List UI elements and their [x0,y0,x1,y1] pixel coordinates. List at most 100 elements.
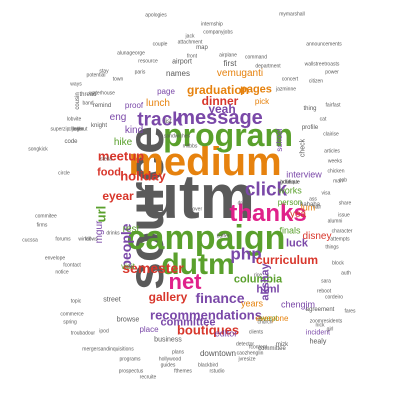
word-topic: topic [70,298,82,305]
word-net: net [168,269,202,294]
word-paris: paris [134,69,146,76]
word-interview: interview [286,169,322,180]
word-first: first [223,59,237,68]
word-alumni: alumni [327,218,343,225]
word-sara: sara [321,278,331,285]
word-alunageorge: alunageorge [117,50,145,57]
word-pages: pages [240,83,272,96]
word-articles: articles [324,148,340,155]
word-airport: airport [172,58,192,66]
word-fcontent: fcontent [249,344,267,351]
word-circle: circle [58,170,70,177]
word-wallstreetroasts: wallstreetroasts [304,61,340,68]
word-message: message [177,107,263,129]
word-semester: semester [122,260,184,276]
word-finance: finance [195,290,245,306]
word-detector: detector [235,341,255,348]
word-attempts: attempts [330,236,350,243]
word-fliers: fliers [284,179,296,186]
word-pick: pick [254,97,270,106]
word-school: school [275,128,284,152]
word-companyjobs: companyjobs [203,29,233,36]
word-code: code [64,139,78,145]
word-commitee: commitee [35,213,57,220]
word-character: character [331,228,353,235]
word-weeks: weeks [327,158,343,165]
word-ass: ass [309,196,317,203]
word-attachment: attachment [177,39,203,46]
word-spring: spring [63,319,77,326]
word-sandwiches: sandwiches [163,133,191,140]
word-mymarshall: mymarshall [279,11,305,18]
word-jack: jack [185,33,195,40]
word-mah: mah [333,178,343,185]
word-business: business [154,336,182,344]
word-windows: windows [78,236,98,243]
word-share: share [338,200,352,207]
word-jvresize: jvresize [238,356,256,363]
word-eng: eng [109,112,127,123]
word-track: track [137,109,183,131]
word-place: place [139,325,159,334]
word-eyear: eyear [102,189,134,203]
word-jazminne: jazminne [275,86,297,93]
word-check: check [299,138,307,158]
word-hollywood: hollywood [158,356,182,363]
word-things: things [325,244,339,251]
word-chengjm: chengjm [280,299,316,310]
word-citizen: citizen [308,78,324,85]
word-person: person [277,198,303,207]
word-auth: auth [341,270,351,277]
word-hahaha: hahaha [299,202,321,208]
word-names: names [165,69,191,78]
word-block: block [332,260,344,267]
word-event: event [258,314,278,323]
word-years: years [240,298,264,309]
word-hike: hike [113,137,133,148]
word-superzip: superzip [50,126,70,133]
word-php: php [230,244,262,264]
word-internship: internship [201,21,223,28]
word-commerce: commerce [60,311,84,318]
word-yea: yea [289,209,307,220]
word-everyone: everyone [255,314,289,323]
word-fthemes: fthemes [174,368,192,375]
word-downtown: downtown [199,349,237,358]
word-front: front [186,53,198,60]
word-notice: notice [55,269,69,276]
word-clients: clients [248,329,264,336]
word-girl: girl [326,326,334,333]
word-visit: visit [121,262,135,271]
word-stay: stay [99,68,109,75]
word-troubadour: troubadour [70,330,96,337]
word-plans: plans [172,349,184,356]
word-luck: luck [285,237,309,250]
word-airplane: airplane [219,52,237,59]
word-healy: healy [309,338,327,346]
word-chestnut: chestnut [68,126,88,133]
word-food: food [97,166,121,179]
word-vemuganti: vemuganti [216,68,264,79]
word-fcontact: fcontact [63,262,81,269]
word-profile: profile [301,125,319,131]
word-rest: rest [122,224,140,235]
word-thanks: thanks [229,200,307,227]
word-knight: knight [90,123,108,129]
word-mitbbs: mitbbs [182,143,198,150]
word-incident: incident [305,329,331,337]
word-fairfast: fairfast [325,102,341,109]
word-jaden: jaden [71,126,85,133]
word-remind: remind [92,103,112,109]
word-recruite: recruite [139,374,157,381]
word-finals: finals [279,225,301,236]
word-guides: guides [160,362,176,369]
word-program: program [163,117,293,153]
word-town: town [112,76,124,83]
word-drinks: drinks [106,230,120,237]
word-reboot: reboot [316,288,332,295]
word-nick: nick [315,322,325,329]
word-curriculum: curriculum [255,253,319,267]
word-clairise: clairise [323,131,339,138]
word-stella: stella [100,156,112,163]
